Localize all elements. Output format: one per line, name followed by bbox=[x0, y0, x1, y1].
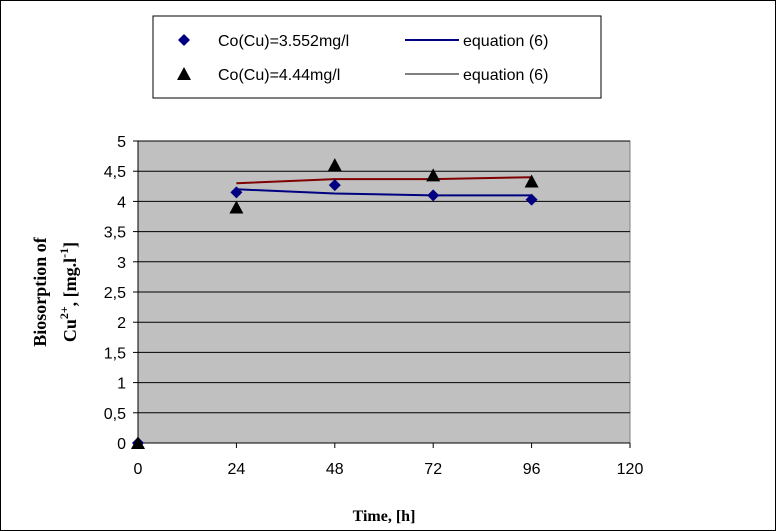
y-axis-title: Biosorption of Cu2+, [mg.l-1] bbox=[30, 236, 80, 347]
y-tick-label: 1,5 bbox=[104, 345, 126, 362]
y-tick-label: 4,5 bbox=[104, 164, 126, 181]
x-axis-ticks: 0 24 48 72 96 120 bbox=[134, 443, 644, 478]
triangle-point bbox=[229, 200, 244, 214]
y-axis-title-part-charge: 2+ bbox=[57, 306, 71, 319]
y-tick-label: 4 bbox=[117, 194, 126, 211]
triangle-point bbox=[524, 174, 539, 188]
y-axis-title-line1: Biosorption of bbox=[30, 236, 50, 347]
gridlines bbox=[138, 140, 630, 414]
fit-lines bbox=[236, 176, 532, 197]
x-tick-label: 120 bbox=[617, 461, 644, 478]
data-points bbox=[131, 158, 539, 449]
x-tick-label: 0 bbox=[134, 461, 143, 478]
x-tick-label: 48 bbox=[326, 461, 344, 478]
legend-label-series-1: Co(Cu)=3.552mg/l bbox=[218, 33, 349, 50]
y-tick-label: 0 bbox=[117, 436, 126, 453]
y-tick-label: 2,5 bbox=[104, 285, 126, 302]
y-tick-label: 5 bbox=[117, 134, 126, 151]
legend-triangle-marker bbox=[177, 67, 191, 80]
x-tick-label: 24 bbox=[228, 461, 246, 478]
diamond-point bbox=[328, 179, 341, 192]
y-axis-title-part-units: , [mg.l bbox=[60, 258, 80, 307]
y-axis-title-part-cu: Cu bbox=[60, 319, 80, 342]
x-tick-label: 72 bbox=[424, 461, 442, 478]
triangle-point bbox=[426, 168, 441, 182]
legend-diamond-marker bbox=[178, 34, 190, 46]
y-tick-label: 1 bbox=[117, 376, 126, 393]
y-axis-title-part-close: ] bbox=[60, 242, 80, 248]
fit-line-2 bbox=[236, 176, 532, 185]
legend-label-fit-2: equation (6) bbox=[463, 67, 548, 84]
y-tick-label: 2 bbox=[117, 315, 126, 332]
legend-box bbox=[152, 15, 602, 99]
diamond-point bbox=[230, 186, 243, 199]
triangle-point bbox=[327, 158, 342, 172]
legend: Co(Cu)=3.552mg/l equation (6) Co(Cu)=4.4… bbox=[152, 15, 602, 99]
y-axis-title-line2: Cu2+, [mg.l-1] bbox=[57, 242, 80, 342]
y-axis-title-part-exponent: -1 bbox=[57, 248, 71, 258]
diamond-point bbox=[427, 189, 440, 202]
y-tick-label: 3,5 bbox=[104, 225, 126, 242]
y-axis-ticks: 0 0,5 1 1,5 2 2,5 3 3,5 4 4,5 5 bbox=[104, 134, 138, 453]
triangle-point bbox=[131, 436, 145, 449]
x-axis-title: Time, [h] bbox=[353, 508, 416, 525]
legend-label-fit-1: equation (6) bbox=[463, 33, 548, 50]
y-tick-label: 0,5 bbox=[104, 406, 126, 423]
fit-line-1 bbox=[236, 188, 532, 197]
y-tick-label: 3 bbox=[117, 255, 126, 272]
diamond-point bbox=[525, 193, 538, 206]
x-tick-label: 96 bbox=[523, 461, 541, 478]
legend-label-series-2: Co(Cu)=4.44mg/l bbox=[218, 67, 340, 84]
